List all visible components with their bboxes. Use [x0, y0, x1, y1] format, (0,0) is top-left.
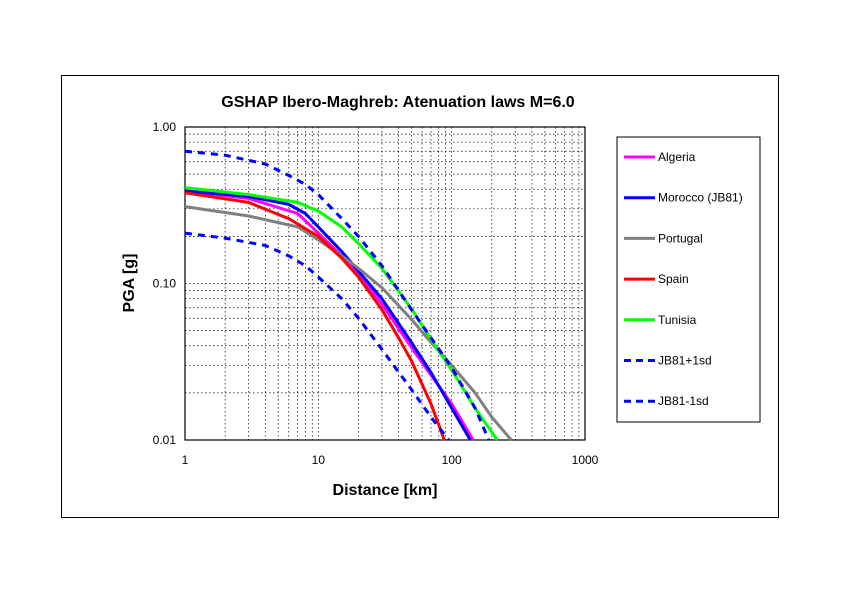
chart-frame	[61, 75, 779, 518]
series-line-jb81-1sd	[184, 231, 450, 441]
legend: Algeria Morocco (JB81) Portugal Spain Tunisi…	[616, 136, 761, 423]
series-line-morocco-jb81	[184, 189, 472, 441]
y-axis-label: PGA [g]	[121, 254, 138, 313]
x-tick-label: 100	[442, 453, 462, 467]
series-line-portugal	[184, 205, 513, 441]
tick-labels: 1 10 100 1000 0.01 0.10 1.00	[153, 120, 599, 467]
legend-label-jb81-1sd: JB81+1sd	[658, 354, 712, 368]
chart-title: GSHAP Ibero-Maghreb: Atenuation laws M=6…	[221, 94, 574, 111]
legend-label-morocco-jb81: Morocco (JB81)	[658, 191, 743, 205]
grid	[185, 127, 585, 440]
series-layer	[184, 149, 513, 441]
x-tick-label: 1000	[572, 453, 599, 467]
series-line-spain	[184, 191, 446, 441]
legend-label-spain: Spain	[658, 272, 689, 286]
legend-label-algeria: Algeria	[658, 150, 696, 164]
legend-label-tunisia: Tunisia	[658, 313, 697, 327]
series-line-jb81-1sd	[184, 149, 491, 441]
plot-area	[184, 126, 586, 441]
x-tick-label: 1	[182, 453, 189, 467]
y-tick-label: 1.00	[153, 120, 177, 134]
x-tick-label: 10	[312, 453, 326, 467]
legend-label-portugal: Portugal	[658, 231, 703, 245]
y-tick-label: 0.01	[153, 433, 177, 447]
y-tick-label: 0.10	[153, 277, 177, 291]
x-axis-label: Distance [km]	[333, 482, 438, 499]
legend-label-jb81-1sd: JB81-1sd	[658, 394, 709, 408]
series-line-tunisia	[184, 186, 499, 441]
